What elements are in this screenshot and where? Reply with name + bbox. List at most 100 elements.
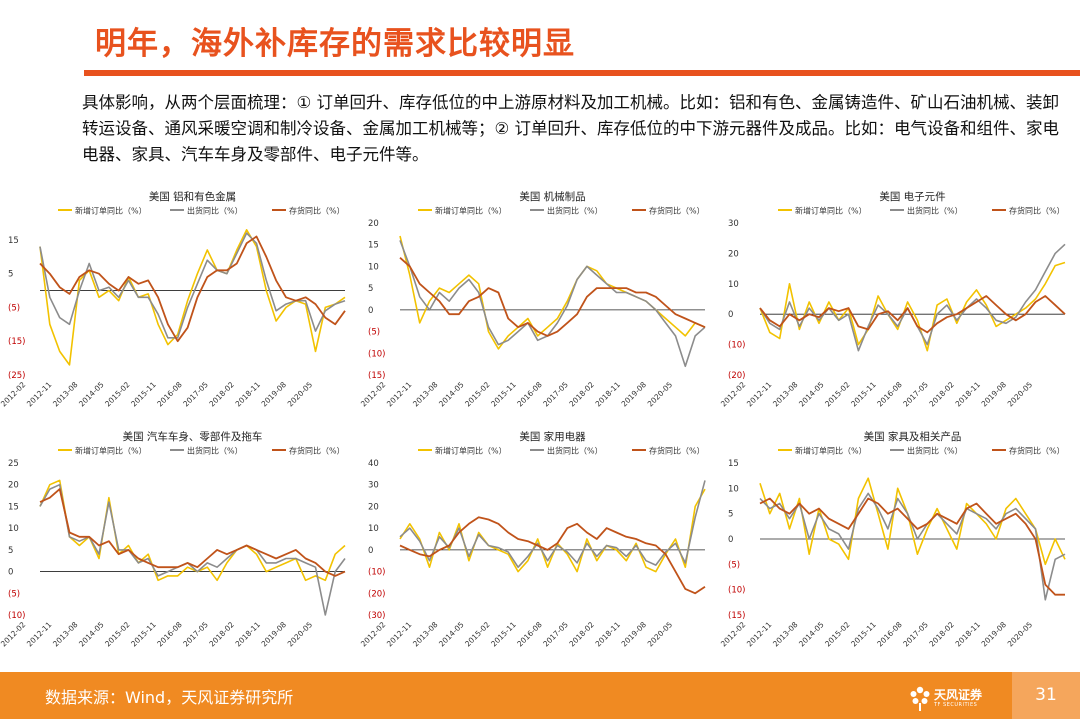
inventory-series-line [39, 235, 346, 343]
x-tick-label: 2012-02 [360, 620, 388, 649]
y-tick-label: 15 [8, 502, 19, 512]
x-tick-label: 2018-02 [207, 620, 236, 649]
x-tick-label: 2012-02 [720, 620, 748, 649]
y-tick-label: 20 [8, 481, 19, 491]
x-tick-label: 2012-11 [25, 620, 54, 649]
x-tick-label: 2015-11 [129, 620, 158, 649]
x-tick-label: 2015-11 [489, 620, 518, 649]
x-tick-label: 2017-05 [181, 380, 210, 409]
x-tick-label: 2020-05 [646, 380, 675, 409]
y-tick-label: (5) [8, 303, 20, 313]
chart-auto-parts: 美国 汽车车身、零部件及拖车 新增订单同比（%） 出货同比（%） 存货同比（%） 25 2… [0, 425, 350, 655]
shipments-series-line [39, 232, 346, 339]
logo-text: 天风证券 [934, 688, 983, 702]
legend-label: 存货同比（%） [649, 206, 705, 216]
x-tick-label: 2017-05 [541, 380, 570, 409]
shipments-series-line [399, 240, 706, 368]
y-tick-label: (10) [368, 568, 385, 578]
x-tick-label: 2012-11 [745, 620, 774, 649]
x-tick-label: 2015-02 [463, 380, 492, 409]
x-tick-label: 2018-11 [594, 620, 623, 649]
x-tick-label: 2012-11 [745, 380, 774, 409]
chart-title: 美国 汽车车身、零部件及拖车 [123, 430, 263, 443]
x-tick-label: 2014-05 [797, 380, 826, 409]
inventory-series-line [399, 516, 706, 595]
x-tick-label: 2020-05 [286, 380, 315, 409]
y-tick-label: 20 [368, 219, 379, 229]
legend-label: 存货同比（%） [289, 446, 345, 456]
x-tick-label: 2015-11 [489, 380, 518, 409]
y-tick-label: (15) [368, 371, 385, 381]
x-tick-label: 2016-08 [875, 620, 904, 649]
y-tick-label: 10 [728, 280, 739, 290]
x-tick-label: 2018-11 [954, 380, 983, 409]
inventory-series-line [39, 488, 346, 577]
company-logo: 天风证券 TF SECURITIES [908, 684, 998, 714]
page-number: 31 [1012, 672, 1080, 719]
x-tick-label: 2018-02 [927, 620, 956, 649]
shipments-series-line [39, 483, 346, 616]
x-tick-label: 2017-05 [901, 380, 930, 409]
x-tick-label: 2012-02 [720, 380, 748, 409]
x-tick-label: 2012-11 [385, 620, 414, 649]
y-tick-label: (5) [728, 560, 740, 570]
chart-title: 美国 家具及相关产品 [864, 430, 962, 443]
x-tick-label: 2013-08 [411, 380, 440, 409]
x-tick-label: 2013-08 [411, 620, 440, 649]
x-tick-label: 2013-08 [771, 380, 800, 409]
shipments-series-line [759, 492, 1066, 601]
logo-subtext: TF SECURITIES [934, 702, 978, 708]
x-tick-label: 2015-02 [463, 620, 492, 649]
x-tick-label: 2017-05 [901, 620, 930, 649]
x-tick-label: 2012-11 [385, 380, 414, 409]
chart-title: 美国 电子元件 [879, 190, 945, 203]
y-tick-label: 40 [368, 459, 379, 469]
legend-label: 新增订单同比（%） [795, 206, 867, 216]
legend-label: 存货同比（%） [1009, 446, 1065, 456]
orders-series-line [759, 477, 1066, 566]
slide-title: 明年，海外补库存的需求比较明显 [95, 26, 575, 62]
y-tick-label: (30) [368, 611, 385, 621]
x-tick-label: 2020-05 [646, 620, 675, 649]
flower-logo-icon [910, 686, 930, 711]
y-tick-label: 10 [368, 524, 379, 534]
inventory-series-line [759, 295, 1066, 334]
y-tick-label: 15 [728, 459, 739, 469]
x-tick-label: 2019-08 [260, 380, 289, 409]
y-tick-label: 10 [368, 262, 379, 272]
x-tick-label: 2016-08 [515, 620, 544, 649]
x-tick-label: 2014-05 [437, 380, 466, 409]
y-tick-label: 30 [728, 219, 739, 229]
x-tick-label: 2015-02 [823, 380, 852, 409]
x-tick-label: 2020-05 [1006, 620, 1035, 649]
chart-machinery: 美国 机械制品 新增订单同比（%） 出货同比（%） 存货同比（%） 20 15 10 5 0 (5… [360, 185, 710, 415]
y-tick-label: 0 [368, 546, 373, 556]
y-tick-label: 10 [728, 484, 739, 494]
x-tick-label: 2014-05 [437, 620, 466, 649]
y-tick-label: 15 [368, 241, 379, 251]
x-tick-label: 2012-02 [0, 620, 28, 649]
y-tick-label: (15) [8, 337, 25, 347]
legend-label: 出货同比（%） [907, 446, 963, 456]
chart-furniture: 美国 家具及相关产品 新增订单同比（%） 出货同比（%） 存货同比（%） 15 10 5 0 (… [720, 425, 1070, 655]
y-tick-label: (5) [368, 328, 380, 338]
y-tick-label: 10 [8, 524, 19, 534]
x-tick-label: 2014-05 [77, 620, 106, 649]
y-tick-label: 0 [368, 306, 373, 316]
legend-label: 出货同比（%） [907, 206, 963, 216]
y-tick-label: 5 [728, 510, 733, 520]
x-tick-label: 2018-02 [567, 380, 596, 409]
x-tick-label: 2016-08 [155, 620, 184, 649]
slide-description: 具体影响，从两个层面梳理：① 订单回升、库存低位的中上游原材料及加工机械。比如：… [82, 93, 1060, 164]
x-tick-label: 2012-11 [25, 380, 54, 409]
y-tick-label: (20) [728, 371, 745, 381]
orders-series-line [399, 235, 706, 350]
chart-electronic-components: 美国 电子元件 新增订单同比（%） 出货同比（%） 存货同比（%） 30 20 10 0 (10… [720, 185, 1070, 415]
y-tick-label: (20) [368, 589, 385, 599]
x-tick-label: 2014-05 [797, 620, 826, 649]
x-tick-label: 2018-11 [234, 620, 263, 649]
x-tick-label: 2018-11 [234, 380, 263, 409]
legend-label: 新增订单同比（%） [75, 206, 147, 216]
y-tick-label: 5 [368, 284, 373, 294]
